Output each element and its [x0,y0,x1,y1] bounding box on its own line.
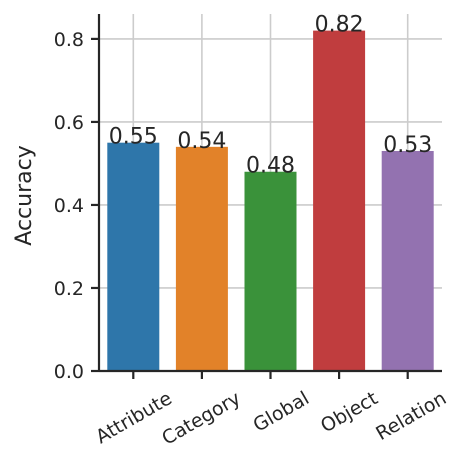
data-label-relation: 0.53 [383,133,432,158]
x-tick-label-global: Global [250,387,313,436]
bar-global [244,171,297,371]
bars [107,30,434,372]
y-tick-label: 0.6 [54,112,84,134]
data-label-object: 0.82 [315,13,364,38]
data-label-attribute: 0.55 [109,125,158,150]
x-tick-label-category: Category [158,387,244,449]
data-label-category: 0.54 [177,129,226,154]
bar-category [175,146,228,371]
x-tick-label-object: Object [317,387,382,437]
y-tick-label: 0.0 [54,361,84,383]
bar-attribute [107,142,160,371]
y-ticks: 0.0 0.2 0.4 0.6 0.8 [54,29,99,383]
data-labels: 0.55 0.54 0.48 0.82 0.53 [109,13,432,179]
y-tick-label: 0.2 [54,278,84,300]
bar-relation [381,150,434,371]
x-tick-label-relation: Relation [372,387,450,445]
y-tick-label: 0.8 [54,29,84,51]
bar-object [313,30,366,372]
y-axis-title: Accuracy [12,145,37,245]
y-tick-label: 0.4 [54,195,84,217]
data-label-global: 0.48 [246,154,295,179]
